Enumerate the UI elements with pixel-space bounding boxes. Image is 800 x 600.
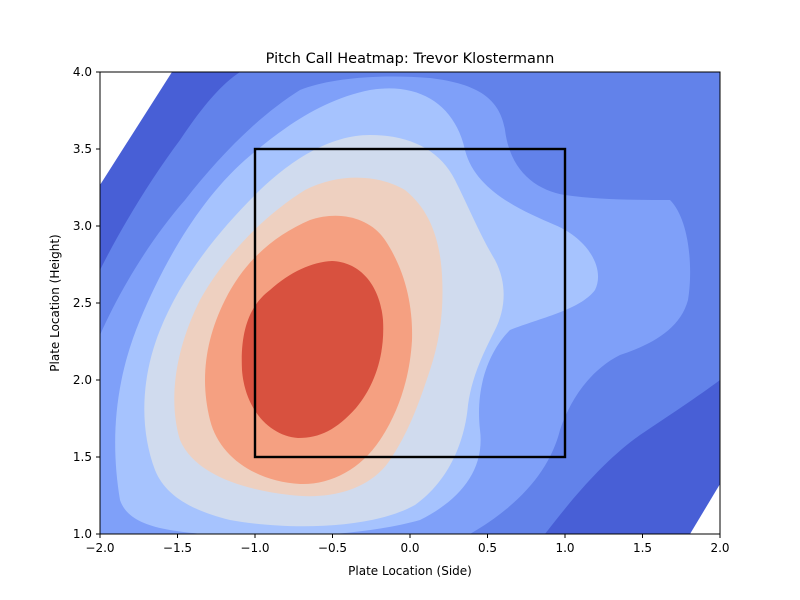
y-tick-label: 4.0: [73, 65, 92, 79]
x-tick-label: 1.0: [555, 541, 574, 555]
x-axis-label: Plate Location (Side): [348, 564, 472, 578]
x-tick-label: 0.5: [478, 541, 497, 555]
strike-zone: [253, 147, 567, 459]
y-tick-label: 2.0: [73, 373, 92, 387]
y-axis-label: Plate Location (Height): [48, 234, 62, 371]
plot-area: [100, 72, 720, 534]
y-tick-label: 1.5: [73, 450, 92, 464]
x-tick-label: 2.0: [710, 541, 729, 555]
y-tick-label: 3.5: [73, 142, 92, 156]
x-tick-label: −1.0: [240, 541, 269, 555]
x-axis: −2.0 −1.5 −1.0 −0.5 0.0 0.5 1.0 1.5 2.0: [85, 534, 730, 555]
x-tick-label: 0.0: [400, 541, 419, 555]
y-axis: 1.0 1.5 2.0 2.5 3.0 3.5 4.0: [73, 65, 100, 541]
x-tick-label: −0.5: [318, 541, 347, 555]
x-tick-label: −1.5: [163, 541, 192, 555]
contour-level-8: [241, 261, 384, 438]
x-tick-label: −2.0: [85, 541, 114, 555]
chart-title: Pitch Call Heatmap: Trevor Klostermann: [266, 51, 555, 67]
y-tick-label: 3.0: [73, 219, 92, 233]
y-tick-label: 2.5: [73, 296, 92, 310]
y-tick-label: 1.0: [73, 527, 92, 541]
x-tick-label: 1.5: [633, 541, 652, 555]
